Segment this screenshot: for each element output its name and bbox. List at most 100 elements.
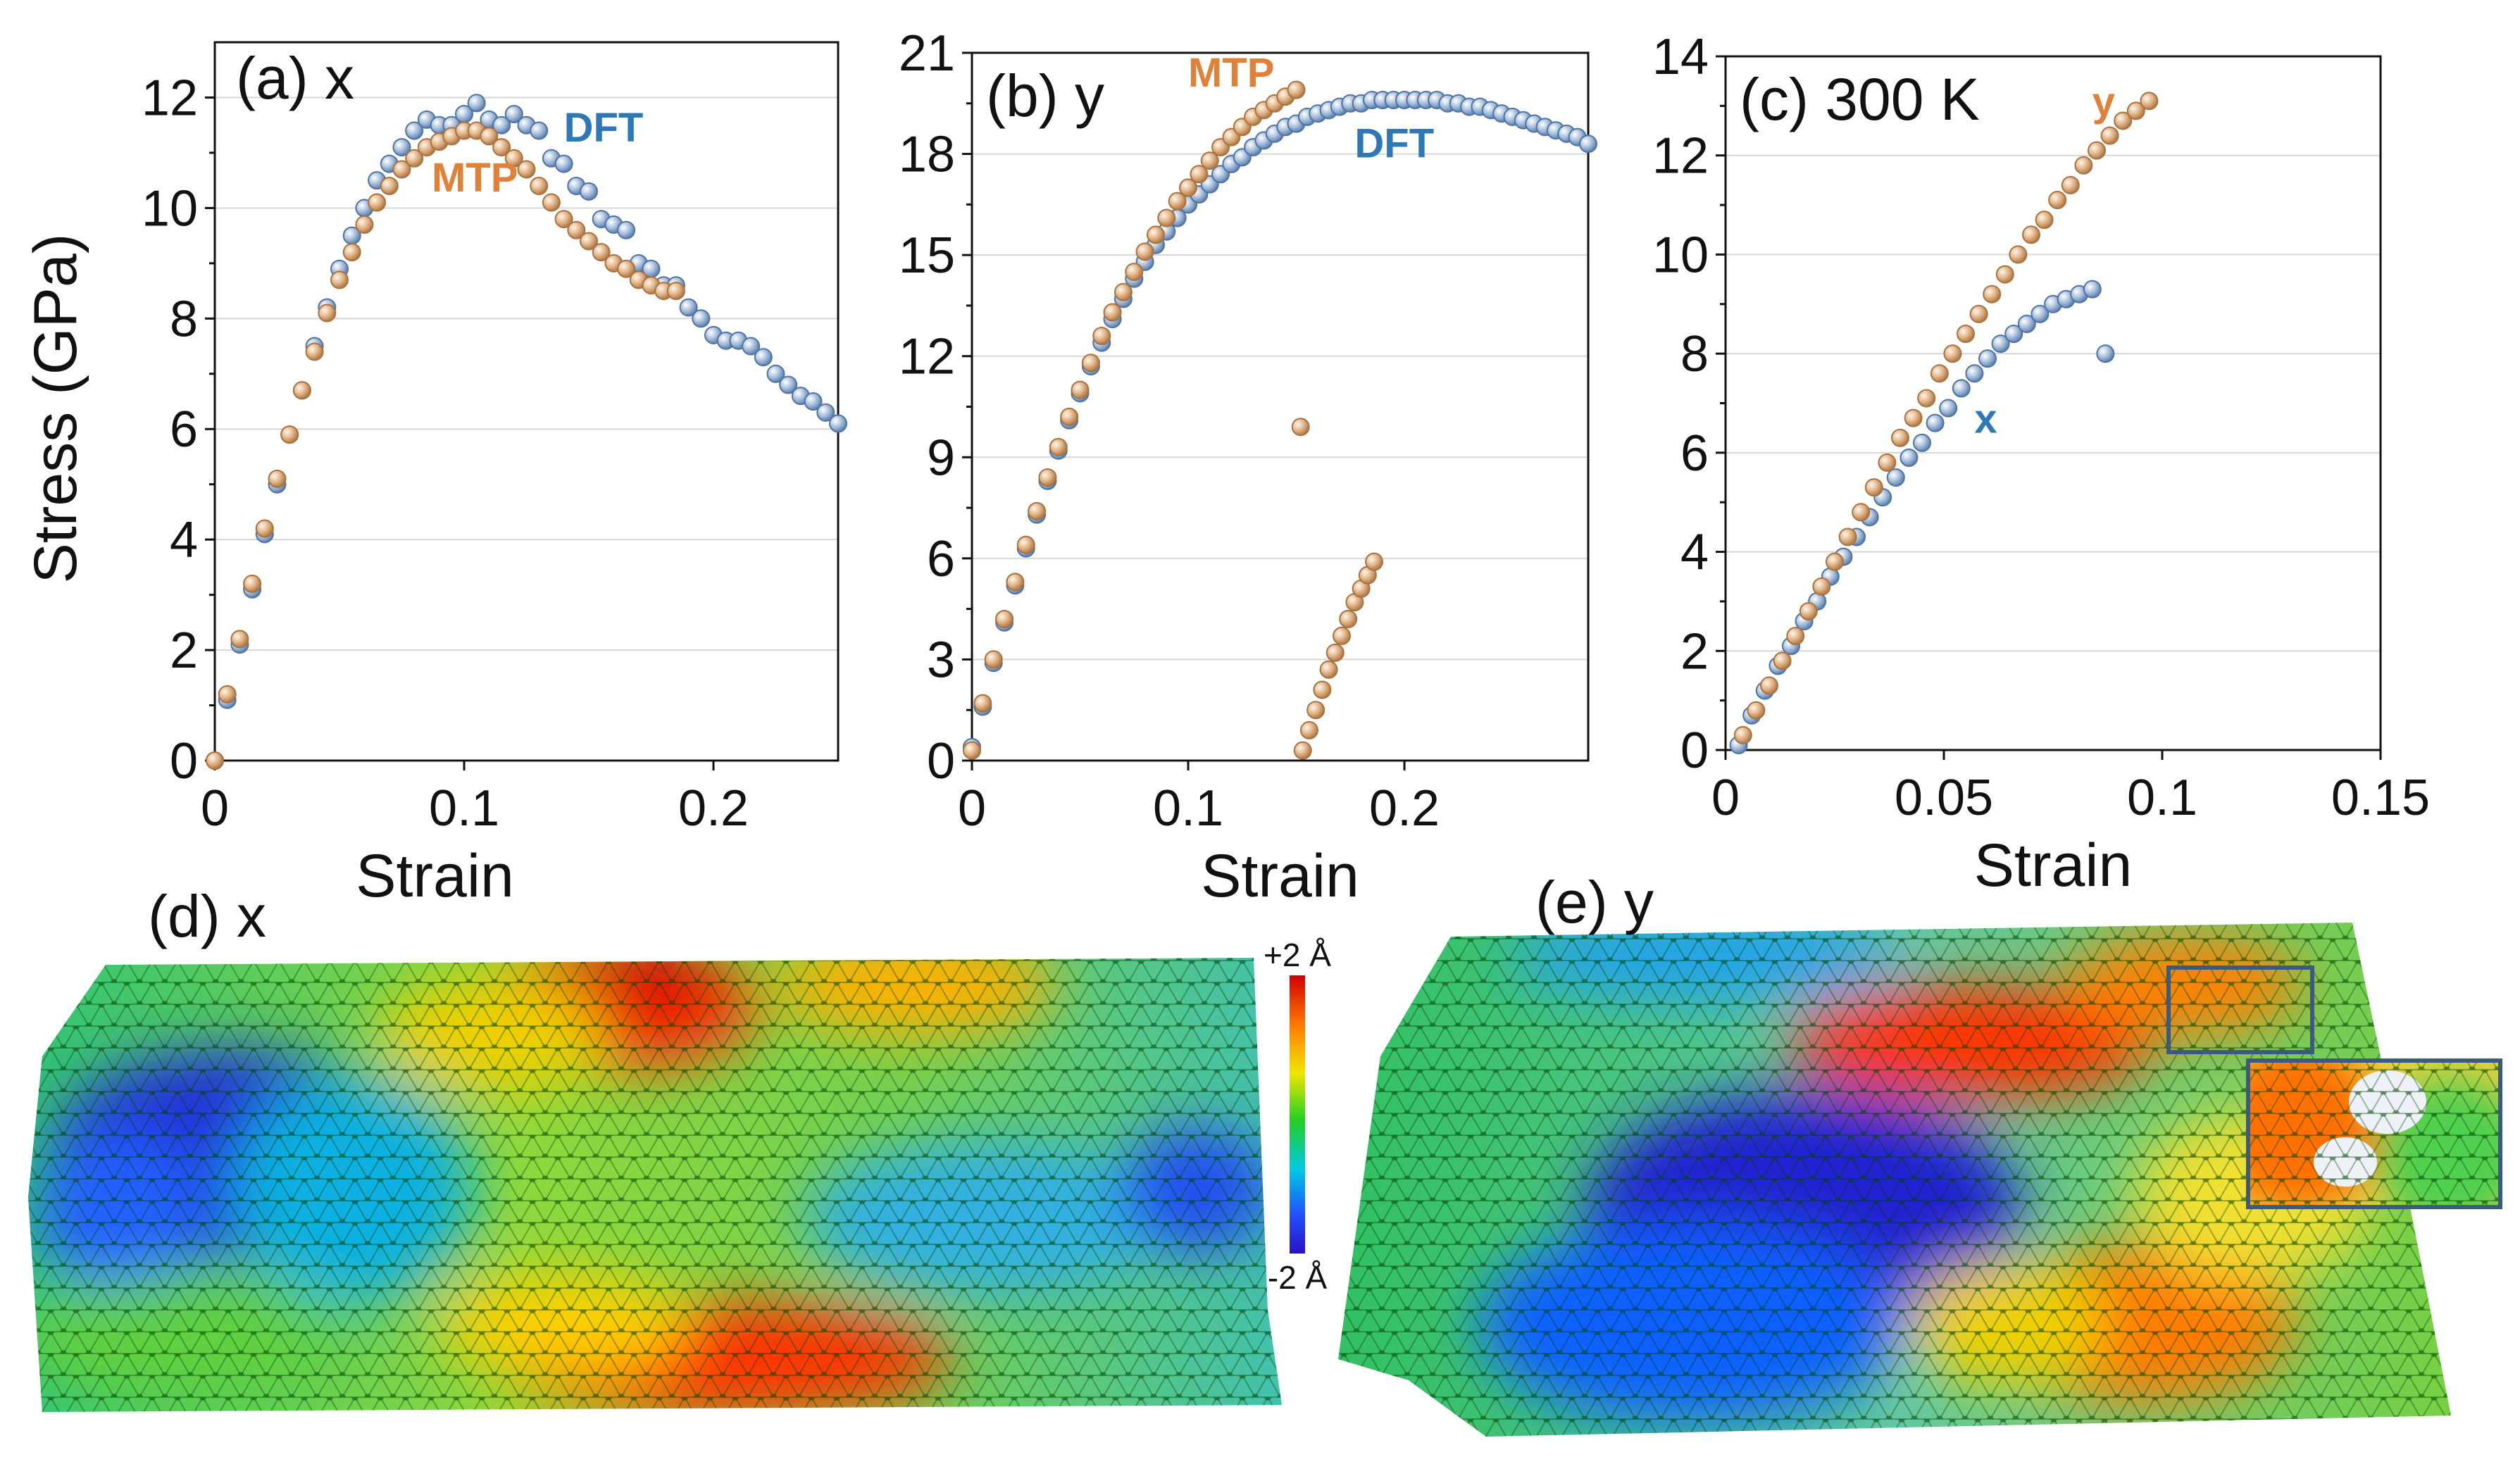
p2-y-point-22	[2022, 225, 2040, 244]
p1-mtp-point-7	[1038, 468, 1057, 487]
p0-mtp-point-0	[206, 751, 224, 770]
p0-plot-frame	[213, 41, 840, 762]
colorbar: +2 Å -2 Å	[1264, 937, 1331, 1296]
p0-ytick-label-2: 4	[170, 512, 198, 568]
p0-mtp-point-11	[342, 243, 361, 262]
p2-y-point-25	[2061, 175, 2080, 194]
p1-mtp-point-15	[1125, 263, 1144, 282]
p2-panel-label: (c) 300 K	[1740, 66, 1980, 132]
p2-y-point-12	[1891, 428, 1909, 447]
p2-y-point-20	[1995, 265, 2014, 284]
p0-dft-point-26	[530, 121, 549, 140]
p1-xtick-label-0: 0	[958, 780, 986, 837]
p2-xtick-label-1: 0.05	[1895, 770, 1993, 826]
p0-mtp-point-16	[405, 149, 424, 168]
p2-xtick-label-0: 0	[1711, 770, 1740, 826]
p2-y-point-18	[1969, 304, 1988, 323]
p1-xtick-label-1: 0.1	[1153, 780, 1223, 837]
p1-mtp-point-36	[1319, 660, 1338, 679]
p1-mtp-point-2	[984, 650, 1003, 669]
p2-x-point-19	[1978, 349, 1997, 368]
p0-dft-point-38	[679, 298, 698, 317]
p0-mtp-point-29	[567, 220, 586, 239]
p1-mtp-point-43	[1365, 552, 1384, 571]
p2-y-point-11	[1878, 453, 1897, 472]
p1-mtp-point-3	[995, 610, 1014, 628]
p2-xaxis-label: Strain	[1974, 832, 2133, 899]
p0-mtp-point-26	[530, 177, 549, 195]
p2-xtick-label-3: 0.15	[2331, 770, 2430, 826]
p2-x-point-12	[1886, 468, 1905, 487]
p1-mtp-point-31	[1291, 418, 1310, 437]
p2-ytick-label-4: 8	[1680, 326, 1709, 382]
p2-ytick-label-3: 6	[1680, 425, 1709, 482]
p0-dft-point-33	[617, 220, 636, 239]
p1-mtp-point-12	[1092, 327, 1111, 345]
p2-x-point-21	[2004, 325, 2023, 343]
p0-mtp-point-31	[592, 243, 611, 262]
p2-y-point-17	[1957, 325, 1975, 343]
p1-ytick-label-7: 21	[899, 25, 955, 82]
p0-mtp-point-37	[666, 282, 685, 301]
p1-ytick-label-0: 0	[927, 733, 955, 789]
p0-series-label-1: MTP	[432, 155, 518, 201]
p1-mtp-point-0	[963, 741, 981, 760]
p0-ytick-label-6: 12	[142, 70, 198, 126]
p0-dft-point-45	[766, 364, 785, 383]
p2-y-point-23	[2035, 211, 2054, 230]
p2-y-point-8	[1838, 527, 1857, 546]
p2-x-point-20	[1991, 335, 2010, 354]
p0-dft-point-16	[405, 121, 424, 140]
p0-xtick-label-2: 0.2	[678, 780, 749, 837]
p2-y-point-10	[1864, 478, 1883, 497]
p0-dft-point-50	[829, 414, 847, 433]
colorbar-bottom-label: -2 Å	[1268, 1259, 1328, 1296]
p1-ytick-label-6: 18	[899, 127, 955, 183]
p2-y-point-9	[1852, 503, 1871, 522]
p2-y-point-29	[2114, 111, 2133, 130]
p0-mtp-point-8	[305, 342, 324, 361]
p1-mtp-point-21	[1190, 165, 1209, 184]
p2-y-point-31	[2140, 92, 2159, 111]
p1-mtp-point-39	[1339, 610, 1358, 628]
p1-ytick-label-3: 9	[927, 430, 955, 486]
p2-series-label-1: x	[1974, 396, 1997, 442]
p2-y-point-30	[2126, 101, 2145, 120]
p0-mtp-point-27	[542, 193, 561, 212]
p2-y-point-1	[1747, 701, 1766, 720]
p0-mtp-point-24	[504, 149, 523, 168]
p1-mtp-point-20	[1179, 178, 1198, 197]
p2-y-point-0	[1733, 725, 1752, 744]
p1-dft-point-57	[1579, 135, 1597, 154]
p1-series-label-1: DFT	[1354, 120, 1434, 166]
map-d-label: (d) x	[148, 883, 266, 949]
p2-ytick-label-5: 10	[1652, 227, 1709, 283]
p2-y-point-6	[1812, 577, 1831, 596]
p2-y-point-16	[1943, 344, 1962, 363]
p2-x-point-27	[2083, 280, 2102, 299]
p0-mtp-point-4	[255, 519, 274, 538]
p2-y-point-21	[2009, 245, 2028, 264]
p0-mtp-point-25	[517, 160, 536, 179]
panel-c-chart: 0 2 4 6 8 10 12 14 0 0.05 0.1 0.15 Strain y x (c) 300 K	[1652, 29, 2430, 899]
p2-y-point-27	[2088, 141, 2106, 160]
p0-dft-point-28	[554, 154, 573, 173]
p0-xaxis-label: Strain	[356, 842, 514, 910]
p2-y-point-26	[2074, 156, 2093, 175]
p2-x-point-18	[1965, 364, 1984, 383]
p2-xtick-label-2: 0.1	[2127, 770, 2197, 826]
p0-mtp-point-9	[318, 304, 337, 323]
p0-mtp-point-1	[218, 685, 237, 704]
p2-ytick-label-6: 12	[1652, 128, 1709, 185]
p2-y-point-19	[1983, 285, 2002, 304]
p0-dft-point-21	[467, 94, 486, 113]
p0-dft-point-43	[742, 337, 761, 356]
p0-panel-label: (a) x	[236, 45, 354, 111]
p0-mtp-point-5	[268, 469, 287, 488]
p1-mtp-point-4	[1006, 573, 1025, 592]
p1-mtp-point-9	[1060, 407, 1079, 426]
p1-mtp-point-32	[1293, 741, 1312, 760]
displacement-map-e: (e) y	[1338, 869, 2502, 1437]
p0-ytick-label-3: 6	[170, 401, 198, 458]
